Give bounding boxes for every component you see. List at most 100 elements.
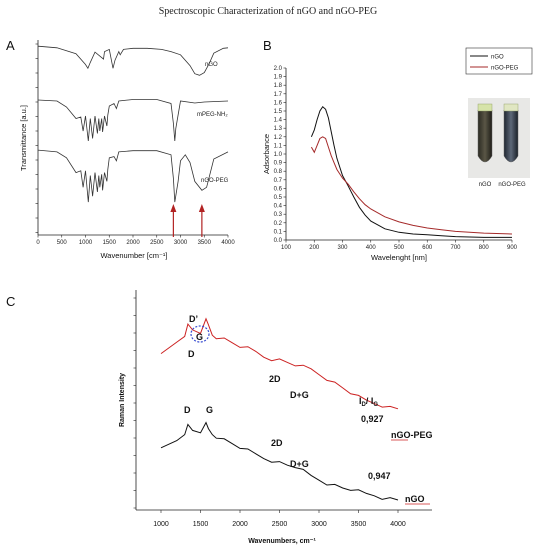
panel-b-y-tick-label-20: 2.0 [274, 66, 283, 72]
ratio-value-ngo: 0,947 [368, 471, 391, 481]
panel-c-y-ticks [133, 297, 136, 509]
peak-label-d-prime: D’ [189, 314, 198, 324]
peak-label-d-ngopeg: D [188, 349, 195, 359]
panel-b-y-tick-label-1: 0.1 [274, 229, 283, 235]
panel-c-x-tick-label-2: 2000 [232, 521, 248, 528]
vial-label-ngo-peg: nGO-PEG [498, 182, 526, 188]
panel-c: C 1000 1500 2000 2500 3000 3500 4000 Wavenumbe… [6, 290, 433, 545]
panel-c-x-tick-label-3: 2500 [272, 521, 288, 528]
panel-a-series-label-0: nGO [205, 62, 218, 68]
panel-b-y-label: Adsorbance [262, 134, 271, 174]
panel-b-y-tick-label-14: 1.4 [274, 118, 283, 124]
panel-b-y-tick-label-18: 1.8 [274, 83, 283, 89]
series-label-ngo: nGO [405, 494, 425, 504]
ratio-value-ngopeg: 0,927 [361, 414, 384, 424]
panel-b-legend: nGO nGO-PEG [465, 47, 533, 75]
panel-a-y-ticks [35, 43, 38, 233]
panel-a-x-tick-label-2: 1000 [79, 240, 93, 246]
panel-c-x-tick-label-1: 1500 [193, 521, 209, 528]
legend-label-ngopeg: nGO-PEG [491, 66, 519, 72]
panel-a-x-tick-label-7: 3500 [198, 240, 212, 246]
panel-a: A 0 500 1000 1500 2000 2500 3000 3500 4000 nGO mP… [6, 38, 235, 260]
panel-a-series [37, 45, 229, 203]
peak-label-dg-ngo: D+G [290, 459, 309, 469]
panel-a-series-label-1: mPEG-NH₂ [197, 112, 228, 118]
ratio-i: I [359, 396, 362, 406]
panel-a-x-label: Wavenumber [cm⁻¹] [100, 251, 167, 260]
panel-a-line-2 [37, 149, 229, 203]
ratio-label: ID/ IG [359, 396, 378, 408]
panel-b-x-tick-label-1: 200 [309, 245, 320, 251]
panel-b-y-tick-label-16: 1.6 [274, 100, 283, 106]
panel-a-x-tick-label-0: 0 [36, 240, 40, 246]
panel-c-x-tick-label-6: 4000 [390, 521, 406, 528]
panel-a-x-tick-label-5: 2500 [150, 240, 164, 246]
panel-a-x-tick-label-6: 3000 [174, 240, 188, 246]
panel-a-line-0 [37, 45, 229, 76]
panel-b-series [310, 105, 513, 238]
panel-a-series-label-2: nGO-PEG [201, 178, 229, 184]
panel-b-x-tick-label-5: 600 [422, 245, 433, 251]
panel-c-letter: C [6, 294, 15, 309]
series-label-ngopeg: nGO-PEG [391, 430, 433, 440]
panel-a-x-tick-label-4: 2000 [126, 240, 140, 246]
panel-a-x-tick-label-1: 500 [57, 240, 68, 246]
panel-a-series-labels: nGO mPEG-NH₂ nGO-PEG [197, 62, 229, 184]
panel-b-y-tick-label-7: 0.7 [274, 178, 283, 184]
panel-b-y-tick-label-5: 0.5 [274, 195, 283, 201]
panel-b: B 0.0 0.1 0.2 0.3 0.4 0.5 0.6 0.7 0.8 0.9 1.0 1.1 1.… [262, 38, 533, 262]
panel-b-y-ticks: 0.0 0.1 0.2 0.3 0.4 0.5 0.6 0.7 0.8 0.9 1.0 1.1 1.2 1… [274, 66, 286, 244]
panel-b-y-tick-label-12: 1.2 [274, 135, 283, 141]
panel-c-line-1 [160, 421, 399, 501]
panel-a-line-1 [37, 99, 229, 142]
panel-c-y-label: Raman Intensity [119, 373, 126, 427]
panel-a-x-tick-label-8: 4000 [221, 240, 235, 246]
peak-label-g-ngopeg: G [196, 332, 203, 342]
panel-a-letter: A [6, 38, 15, 53]
panel-a-arrowhead-0 [170, 204, 177, 212]
figure-title: Spectroscopic Characterization of nGO an… [159, 6, 378, 17]
panel-b-y-tick-label-11: 1.1 [274, 143, 283, 149]
panel-b-line-1 [310, 136, 513, 235]
panel-b-y-tick-label-0: 0.0 [274, 238, 283, 244]
panel-b-line-0 [310, 105, 512, 238]
panel-c-x-ticks: 1000 1500 2000 2500 3000 3500 4000 [153, 510, 406, 528]
panel-c-line-0 [160, 317, 399, 410]
panel-b-y-tick-label-17: 1.7 [274, 92, 283, 98]
peak-label-d-ngo: D [184, 405, 191, 415]
panel-b-y-tick-label-8: 0.8 [274, 169, 283, 175]
panel-b-y-tick-label-3: 0.3 [274, 212, 283, 218]
panel-b-x-tick-label-7: 800 [479, 245, 490, 251]
ratio-g-sub: G [373, 402, 378, 408]
panel-a-x-tick-label-3: 1500 [103, 240, 117, 246]
panel-c-x-tick-label-5: 3500 [351, 521, 367, 528]
panel-b-x-tick-label-8: 900 [507, 245, 518, 251]
panel-b-y-tick-label-13: 1.3 [274, 126, 283, 132]
vial-photo-inset: nGO nGO-PEG [468, 98, 530, 188]
peak-label-g-ngo: G [206, 405, 213, 415]
panel-a-x-ticks: 0 500 1000 1500 2000 2500 3000 3500 4000 [36, 235, 235, 246]
panel-a-y-label: Transmittance [a.u.] [19, 105, 28, 171]
panel-b-y-tick-label-19: 1.9 [274, 75, 283, 81]
ratio-d-sub: D [362, 402, 367, 408]
vial-label-ngo: nGO [479, 182, 492, 188]
panel-c-series [160, 317, 399, 501]
peak-label-dg-ngopeg: D+G [290, 390, 309, 400]
panel-b-y-tick-label-6: 0.6 [274, 186, 283, 192]
vial-ngo [477, 109, 493, 163]
panel-c-x-label: Wavenumbers, cm⁻¹ [248, 538, 316, 545]
panel-b-y-tick-label-9: 0.9 [274, 161, 283, 167]
panel-b-x-tick-label-0: 100 [281, 245, 292, 251]
panel-c-x-tick-label-4: 3000 [311, 521, 327, 528]
panel-b-x-label: Wavelenght [nm] [371, 253, 427, 262]
d-prime-circle [190, 325, 210, 343]
panel-b-letter: B [263, 38, 272, 53]
panel-b-y-tick-label-2: 0.2 [274, 221, 283, 227]
panel-b-y-tick-label-15: 1.5 [274, 109, 283, 115]
peak-label-2d-ngopeg: 2D [269, 374, 281, 384]
panel-c-x-tick-label-0: 1000 [153, 521, 169, 528]
panel-b-x-tick-label-4: 500 [394, 245, 405, 251]
panel-b-y-tick-label-4: 0.4 [274, 204, 283, 210]
panel-a-arrowhead-1 [198, 204, 205, 212]
